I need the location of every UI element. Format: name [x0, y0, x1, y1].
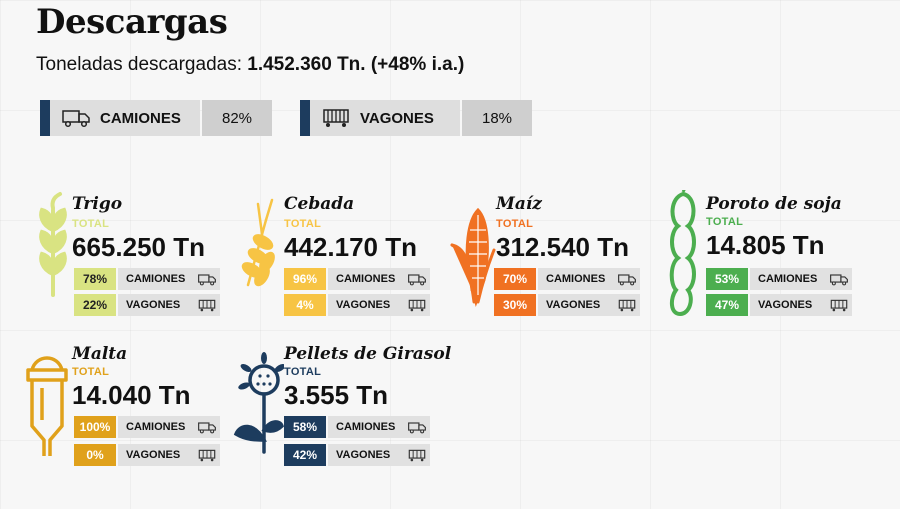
- subtitle-label: Toneladas descargadas:: [36, 54, 248, 75]
- total-label: TOTAL: [706, 216, 744, 228]
- product-name: Poroto de soja: [706, 194, 842, 214]
- product-total-value: 665.250 Tn: [72, 232, 205, 262]
- mode-label-text: VAGONES: [360, 109, 434, 127]
- product-total-value: 312.540 Tn: [496, 232, 629, 262]
- silo-icon: [26, 356, 68, 456]
- product-total-value: 442.170 Tn: [284, 232, 417, 262]
- row-camiones: 96% CAMIONES: [284, 268, 430, 290]
- mode-camiones-pct: 82%: [202, 100, 272, 136]
- mode-accent-bar: [40, 100, 50, 136]
- row-vagones: 42% VAGONES: [284, 444, 430, 466]
- railcar-icon: [614, 294, 640, 316]
- total-label: TOTAL: [496, 218, 534, 230]
- camiones-label: CAMIONES: [538, 268, 614, 290]
- row-vagones: 0% VAGONES: [74, 444, 220, 466]
- product-card-maiz: Maíz TOTAL 312.540 Tn 70% CAMIONES 30% V…: [448, 190, 648, 320]
- vagones-pct: 47%: [706, 294, 748, 316]
- vagones-label: VAGONES: [118, 294, 194, 316]
- vagones-label: VAGONES: [328, 444, 404, 466]
- sunflower-icon: [233, 352, 284, 454]
- mode-accent-bar: [300, 100, 310, 136]
- total-label: TOTAL: [284, 366, 322, 378]
- vagones-pct: 22%: [74, 294, 116, 316]
- vagones-pct: 30%: [494, 294, 536, 316]
- row-vagones: 30% VAGONES: [494, 294, 640, 316]
- total-label: TOTAL: [72, 366, 110, 378]
- total-label: TOTAL: [72, 218, 110, 230]
- mode-camiones: CAMIONES 82%: [40, 100, 272, 136]
- barley-icon: [241, 198, 275, 287]
- camiones-pct: 100%: [74, 416, 116, 438]
- product-card-malta: Malta TOTAL 14.040 Tn 100% CAMIONES 0% V…: [22, 340, 232, 470]
- camiones-pct: 53%: [706, 268, 748, 290]
- vagones-label: VAGONES: [328, 294, 404, 316]
- wheat-icon: [39, 192, 67, 297]
- row-vagones: 22% VAGONES: [74, 294, 220, 316]
- truck-icon: [614, 268, 640, 290]
- product-card-cebada: Cebada TOTAL 442.170 Tn 96% CAMIONES 4% …: [238, 190, 430, 320]
- product-name: Pellets de Girasol: [284, 344, 452, 364]
- mode-vagones: VAGONES 18%: [300, 100, 532, 136]
- row-camiones: 53% CAMIONES: [706, 268, 852, 290]
- product-card-pellets-de-girasol: Pellets de Girasol TOTAL 3.555 Tn 58% CA…: [232, 340, 452, 470]
- product-card-trigo: Trigo TOTAL 665.250 Tn 78% CAMIONES 22% …: [36, 190, 226, 320]
- row-camiones: 58% CAMIONES: [284, 416, 430, 438]
- product-name: Cebada: [284, 194, 355, 214]
- product-name: Malta: [72, 344, 128, 364]
- mode-label-text: CAMIONES: [100, 109, 181, 127]
- railcar-icon: [404, 444, 430, 466]
- vagones-label: VAGONES: [750, 294, 826, 316]
- vagones-pct: 42%: [284, 444, 326, 466]
- truck-icon: [194, 268, 220, 290]
- total-label: TOTAL: [284, 218, 322, 230]
- subtitle: Toneladas descargadas: 1.452.360 Tn. (+4…: [36, 54, 464, 76]
- truck-icon: [194, 416, 220, 438]
- mode-vagones-pct: 18%: [462, 100, 532, 136]
- row-camiones: 78% CAMIONES: [74, 268, 220, 290]
- soy-pod-icon: [669, 190, 696, 317]
- camiones-label: CAMIONES: [328, 268, 404, 290]
- truck-icon: [404, 268, 430, 290]
- camiones-label: CAMIONES: [118, 416, 194, 438]
- camiones-label: CAMIONES: [328, 416, 404, 438]
- camiones-pct: 58%: [284, 416, 326, 438]
- row-vagones: 4% VAGONES: [284, 294, 430, 316]
- camiones-pct: 78%: [74, 268, 116, 290]
- product-total-value: 14.040 Tn: [72, 380, 191, 410]
- camiones-label: CAMIONES: [750, 268, 826, 290]
- product-name: Maíz: [496, 194, 542, 214]
- mode-vagones-label: VAGONES: [310, 100, 460, 136]
- camiones-label: CAMIONES: [118, 268, 194, 290]
- truck-icon: [62, 110, 90, 128]
- camiones-pct: 70%: [494, 268, 536, 290]
- vagones-label: VAGONES: [118, 444, 194, 466]
- railcar-icon: [194, 294, 220, 316]
- railcar-icon: [826, 294, 852, 316]
- railcar-icon: [194, 444, 220, 466]
- product-name: Trigo: [72, 194, 123, 214]
- railcar-icon: [404, 294, 430, 316]
- row-camiones: 70% CAMIONES: [494, 268, 640, 290]
- row-camiones: 100% CAMIONES: [74, 416, 220, 438]
- truck-icon: [826, 268, 852, 290]
- corn-icon: [450, 207, 496, 307]
- railcar-icon: [323, 109, 349, 127]
- mode-camiones-label: CAMIONES: [50, 100, 200, 136]
- product-card-poroto-de-soja: Poroto de soja TOTAL 14.805 Tn 53% CAMIO…: [666, 190, 866, 320]
- vagones-pct: 4%: [284, 294, 326, 316]
- row-vagones: 47% VAGONES: [706, 294, 852, 316]
- product-total-value: 3.555 Tn: [284, 380, 389, 410]
- page-title: Descargas: [36, 2, 228, 42]
- truck-icon: [404, 416, 430, 438]
- subtitle-value: 1.452.360 Tn. (+48% i.a.): [247, 54, 465, 75]
- camiones-pct: 96%: [284, 268, 326, 290]
- product-total-value: 14.805 Tn: [706, 230, 825, 260]
- vagones-pct: 0%: [74, 444, 116, 466]
- vagones-label: VAGONES: [538, 294, 614, 316]
